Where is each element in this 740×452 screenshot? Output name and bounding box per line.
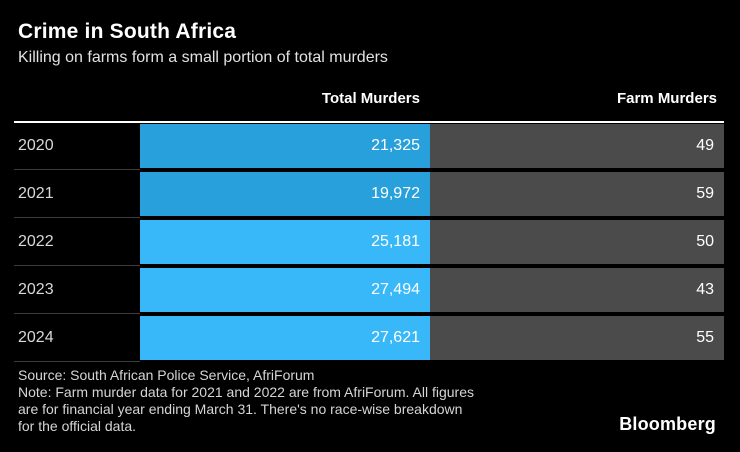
murders-table: 2020 21,325 49 2021 19,972 59 2022 25,18…	[14, 121, 724, 363]
farm-murders-cell: 50	[430, 220, 724, 264]
column-header-total-murders: Total Murders	[321, 90, 420, 107]
column-header-farm-murders: Farm Murders	[616, 90, 717, 107]
year-label: 2022	[14, 220, 140, 264]
total-murders-bar: 27,621	[140, 316, 430, 360]
year-label: 2024	[14, 316, 140, 360]
total-murders-bar: 25,181	[140, 220, 430, 264]
row-separator	[14, 264, 724, 267]
farm-murders-cell: 43	[430, 268, 724, 312]
year-label: 2020	[14, 124, 140, 168]
footer-line: Source: South African Police Service, Af…	[18, 367, 315, 383]
year-label: 2023	[14, 268, 140, 312]
farm-murders-cell: 55	[430, 316, 724, 360]
bloomberg-logo: Bloomberg	[619, 414, 716, 434]
total-murders-bar: 19,972	[140, 172, 430, 216]
farm-murders-cell: 59	[430, 172, 724, 216]
table-row: 2022 25,181 50	[14, 220, 724, 264]
table-row: 2023 27,494 43	[14, 268, 724, 312]
footer-line: are for financial year ending March 31. …	[18, 401, 463, 417]
table-row: 2024 27,621 55	[14, 316, 724, 360]
chart-subtitle: Killing on farms form a small portion of…	[18, 49, 388, 66]
footer-line: for the official data.	[18, 418, 137, 434]
total-murders-bar: 21,325	[140, 124, 430, 168]
row-separator	[14, 168, 724, 171]
row-separator	[14, 312, 724, 315]
source-note: Source: South African Police Service, Af…	[18, 367, 474, 435]
row-separator	[14, 216, 724, 219]
table-row: 2021 19,972 59	[14, 172, 724, 216]
table-row: 2020 21,325 49	[14, 124, 724, 168]
footer-line: Note: Farm murder data for 2021 and 2022…	[18, 384, 474, 400]
row-separator	[14, 360, 724, 363]
total-murders-bar: 27,494	[140, 268, 430, 312]
chart-title: Crime in South Africa	[18, 20, 237, 43]
farm-murders-cell: 49	[430, 124, 724, 168]
year-label: 2021	[14, 172, 140, 216]
